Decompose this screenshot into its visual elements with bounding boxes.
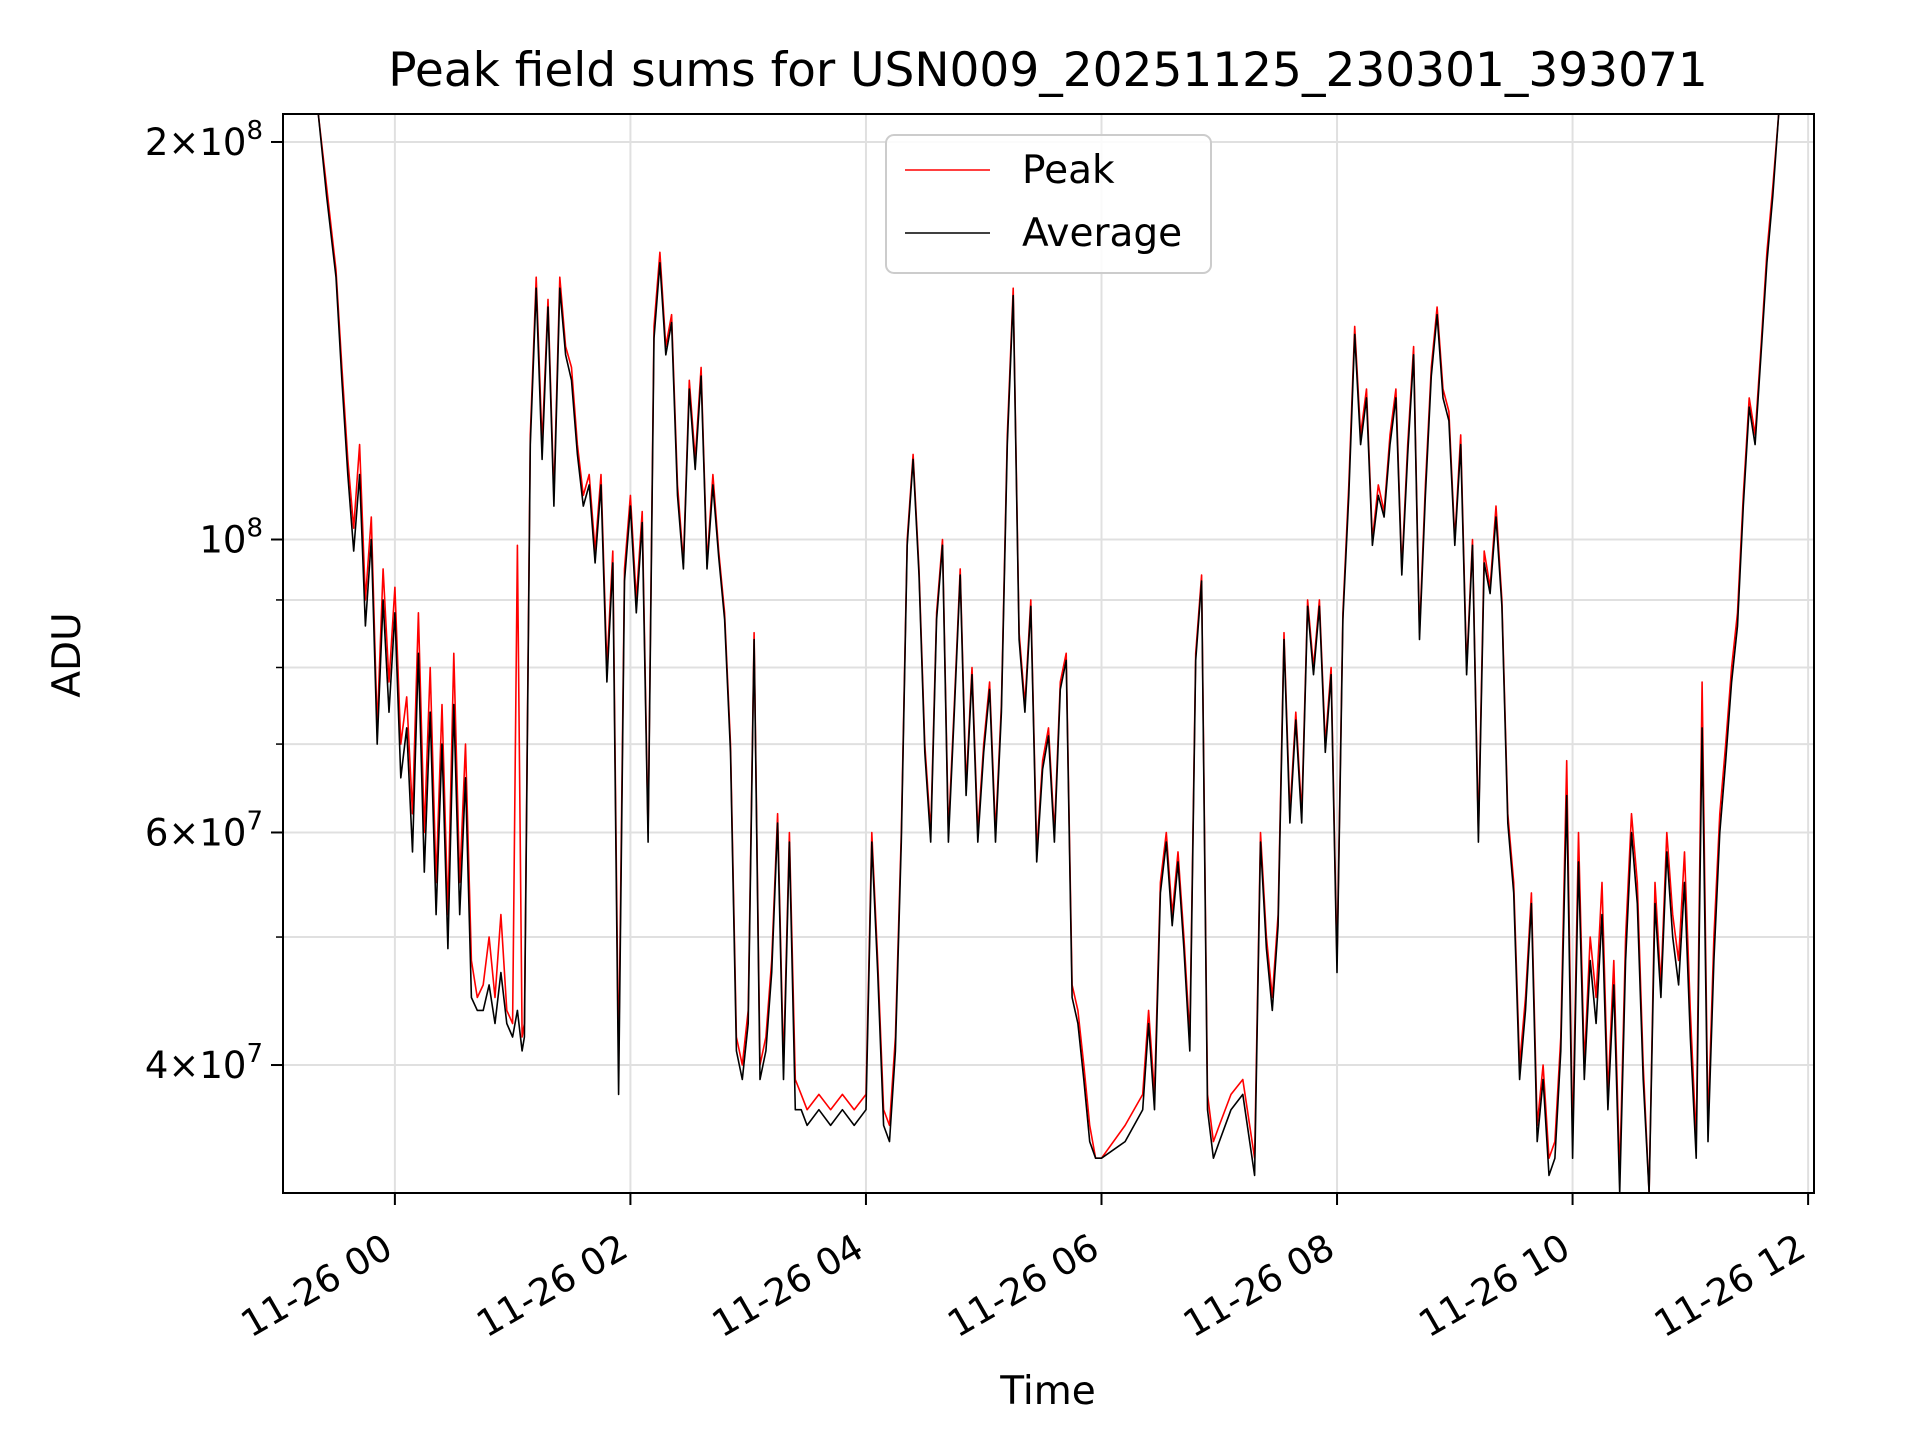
legend-peak-label: Peak bbox=[1022, 148, 1115, 193]
average-series-line bbox=[283, 113, 1791, 1194]
y-tick-label: 4×107 bbox=[145, 1039, 263, 1087]
series-layer bbox=[283, 113, 1791, 1194]
chart-title: Peak field sums for USN009_20251125_2303… bbox=[388, 43, 1708, 98]
y-tick-label: 108 bbox=[199, 514, 263, 562]
x-axis-label: Time bbox=[999, 1369, 1095, 1414]
y-axis-label: ADU bbox=[45, 612, 90, 697]
legend-average-label: Average bbox=[1022, 211, 1182, 256]
plot-frame bbox=[282, 113, 1815, 1194]
y-tick-label: 6×107 bbox=[145, 806, 263, 854]
y-tick-label: 2×108 bbox=[145, 116, 263, 164]
legend: Peak Average bbox=[885, 134, 1212, 274]
